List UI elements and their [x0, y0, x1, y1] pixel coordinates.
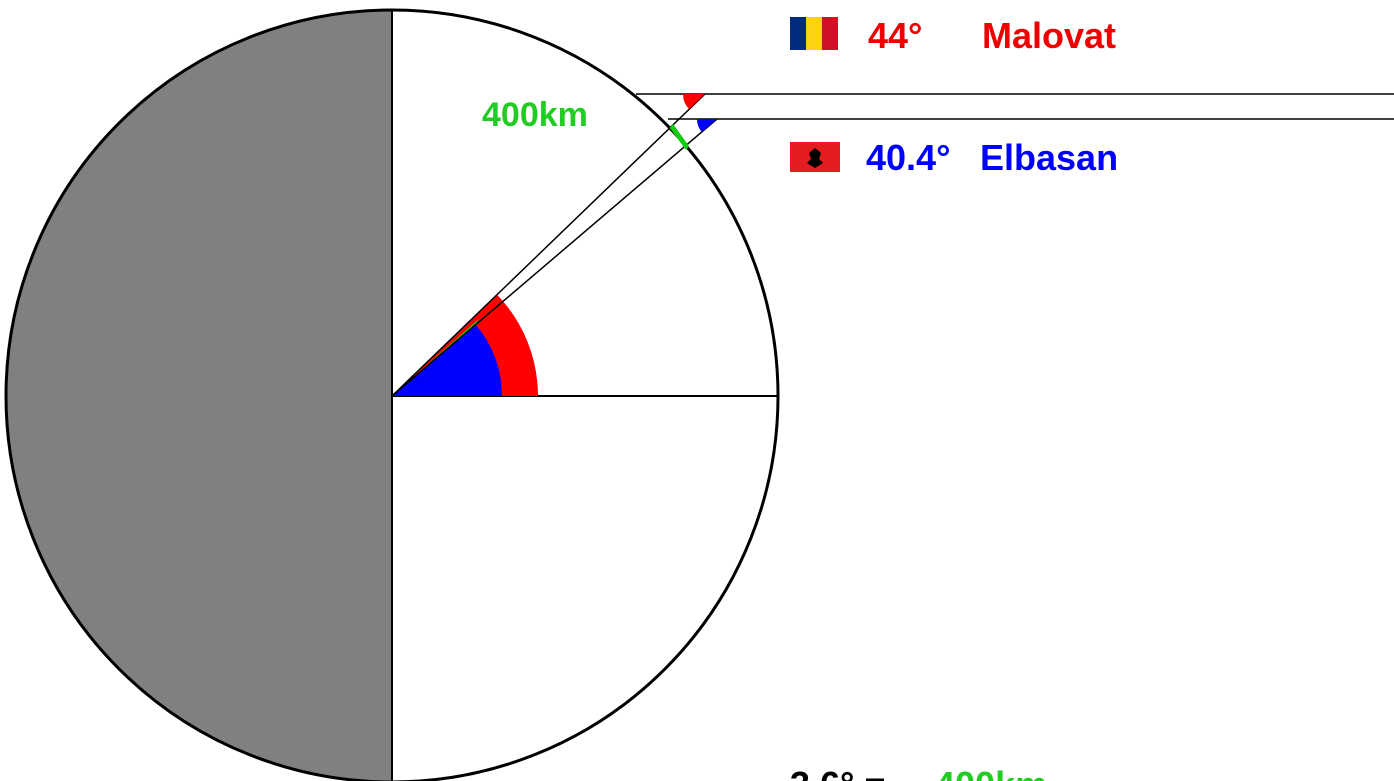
green-arc — [669, 124, 689, 150]
elbasan-ray — [391, 118, 718, 397]
place-label: Malovat — [982, 15, 1116, 56]
equation-angle: 3.6° = — [790, 764, 885, 781]
night-half — [6, 10, 392, 781]
flag-romania — [822, 17, 838, 50]
blue-angle — [392, 324, 502, 396]
flag-romania — [806, 17, 822, 50]
red-marker — [683, 94, 705, 110]
flag-romania — [790, 17, 806, 50]
equation-distance: 400km — [935, 764, 1047, 781]
angle-label: 44° — [868, 15, 922, 56]
angle-label: 40.4° — [866, 137, 950, 178]
flag-eagle — [807, 148, 823, 168]
blue-marker — [697, 119, 717, 132]
distance-label: 400km — [482, 96, 588, 134]
malovat-ray — [391, 93, 706, 397]
place-label: Elbasan — [980, 137, 1118, 178]
